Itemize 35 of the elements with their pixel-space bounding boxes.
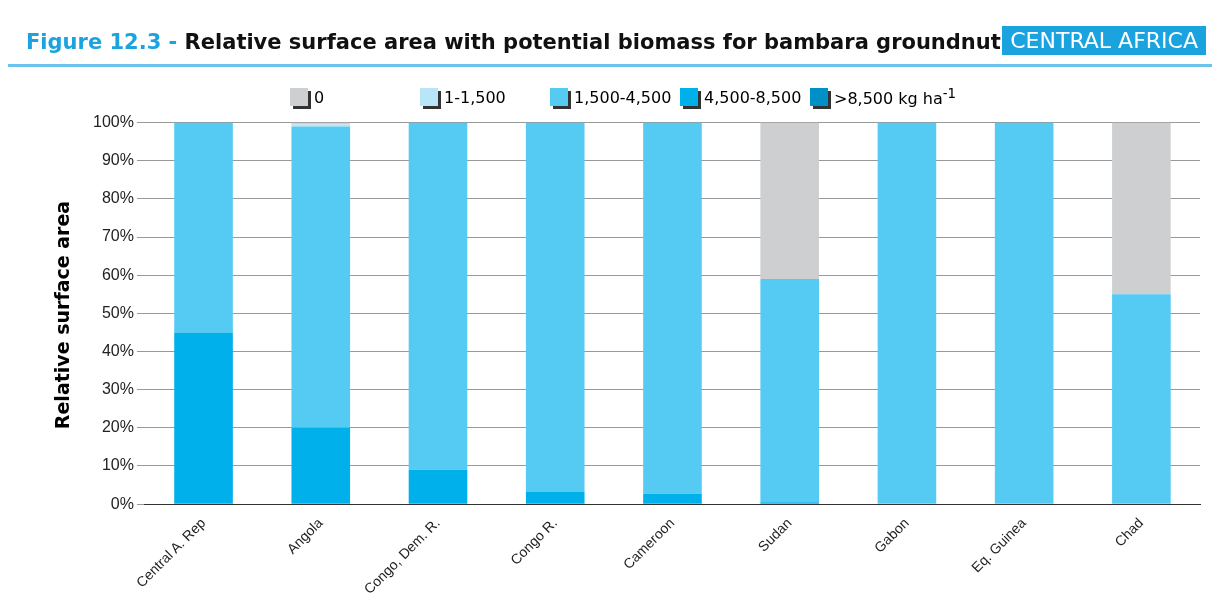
- legend-label: 1-1,500: [444, 87, 506, 107]
- y-tick-label: 50%: [101, 303, 134, 321]
- bar: [408, 122, 468, 470]
- legend-label: 1,500-4,500: [574, 87, 672, 107]
- bar: [408, 469, 468, 504]
- bar: [994, 122, 1054, 504]
- bar: [525, 122, 585, 492]
- legend-label: 4,500-8,500: [704, 87, 802, 107]
- bar: [174, 122, 233, 333]
- bar: [760, 279, 819, 503]
- y-axis-title: Relative surface area: [51, 200, 73, 430]
- y-tick-label: 0%: [110, 494, 134, 512]
- bar: [877, 122, 937, 504]
- y-tick-label: 10%: [101, 456, 134, 474]
- bar: [1112, 294, 1171, 504]
- y-tick-label: 20%: [101, 418, 134, 436]
- y-tick-label: 90%: [101, 151, 134, 169]
- bar: [291, 126, 351, 428]
- y-tick-label: 60%: [101, 265, 134, 283]
- chart-title: Figure 12.3 - Relative surface area with potential biomass for bambara groundnut: [26, 30, 1001, 54]
- legend-label: >8,500 kg ha$^{-1}$: [834, 86, 957, 109]
- bar: [643, 122, 702, 494]
- y-tick-label: 100%: [93, 113, 134, 131]
- bar: [1112, 122, 1171, 295]
- legend-label: 0: [314, 87, 325, 107]
- bar: [174, 332, 233, 504]
- y-tick-label: 70%: [101, 227, 134, 245]
- bar: [760, 122, 819, 280]
- bar: [643, 493, 702, 504]
- bar: [525, 491, 585, 504]
- y-tick-label: 80%: [101, 189, 134, 207]
- y-tick-label: 30%: [101, 380, 134, 398]
- bar: [291, 427, 351, 504]
- chart-subtitle: CENTRAL AFRICA: [1002, 26, 1206, 55]
- y-tick-label: 40%: [101, 341, 134, 359]
